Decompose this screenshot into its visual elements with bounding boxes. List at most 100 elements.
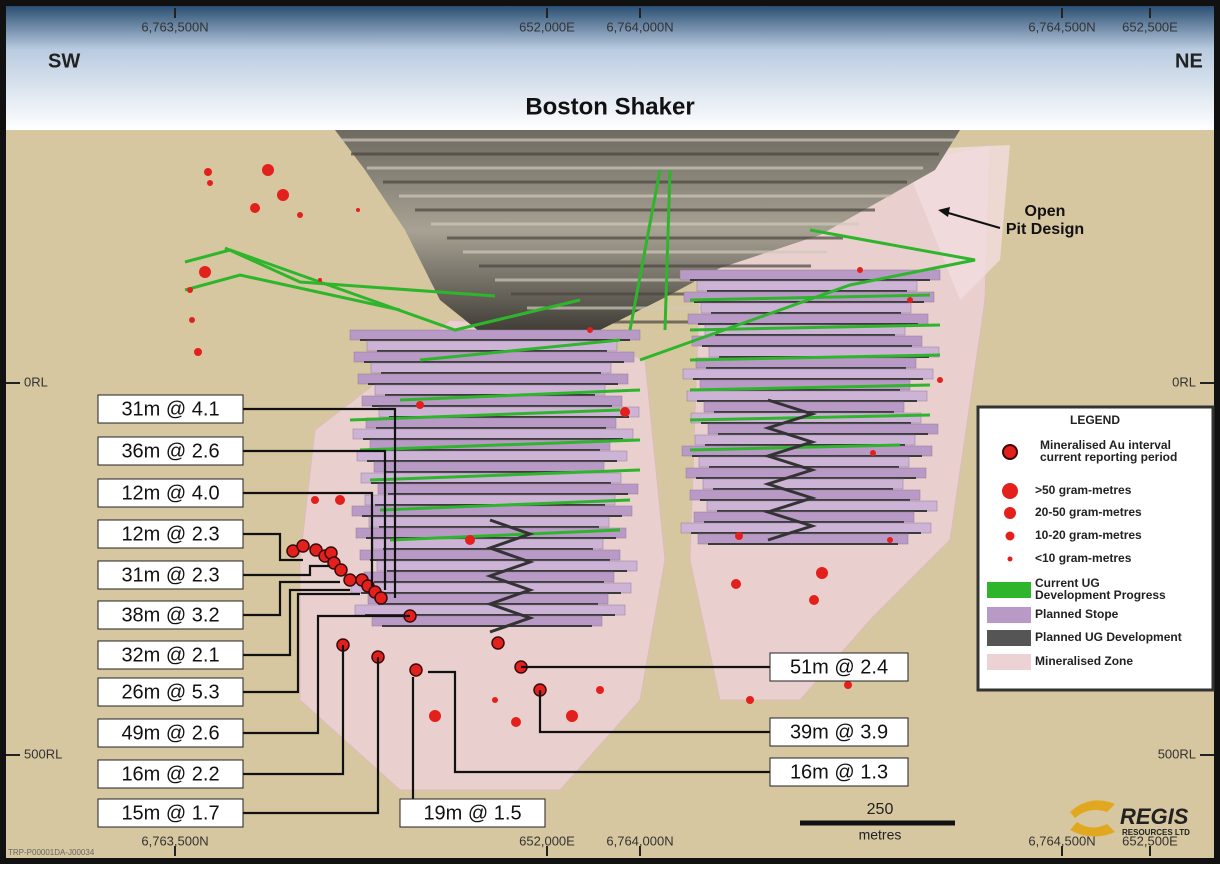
intercept-dot bbox=[311, 496, 319, 504]
annotation: Pit Design bbox=[1006, 221, 1084, 238]
planned-stope bbox=[378, 484, 638, 494]
legend-title: LEGEND bbox=[1070, 413, 1120, 427]
legend-symbol bbox=[987, 582, 1031, 598]
intercept-label: 19m @ 1.5 bbox=[423, 802, 521, 824]
coord-label: 6,763,500N bbox=[141, 19, 208, 34]
intercept-dot bbox=[844, 681, 852, 689]
logo-name: REGIS bbox=[1120, 804, 1189, 829]
planned-stope bbox=[374, 462, 604, 472]
intercept-dot bbox=[816, 567, 828, 579]
intercept-dot bbox=[735, 532, 743, 540]
legend-symbol bbox=[987, 654, 1031, 670]
intercept-dot bbox=[250, 203, 260, 213]
intercept-dot bbox=[511, 717, 521, 727]
planned-stope bbox=[369, 517, 609, 527]
intercept-label: 38m @ 3.2 bbox=[121, 604, 219, 626]
planned-stope bbox=[703, 479, 903, 489]
coord-label: 6,763,500N bbox=[141, 833, 208, 848]
intercept-dot bbox=[429, 710, 441, 722]
intercept-label: 12m @ 2.3 bbox=[121, 523, 219, 545]
planned-stope bbox=[692, 336, 922, 346]
planned-stope bbox=[698, 534, 908, 544]
intercept-dot bbox=[465, 535, 475, 545]
intercept-label: 36m @ 2.6 bbox=[121, 440, 219, 462]
planned-stope bbox=[683, 369, 933, 379]
intercept-dot bbox=[335, 495, 345, 505]
intercept-dot bbox=[596, 686, 604, 694]
planned-stope bbox=[708, 424, 938, 434]
planned-stope bbox=[357, 451, 627, 461]
rl-label: 0RL bbox=[1172, 374, 1196, 389]
legend-symbol bbox=[987, 630, 1031, 646]
legend-label: current reporting period bbox=[1040, 450, 1177, 464]
planned-stope bbox=[355, 605, 625, 615]
intercept-dot bbox=[887, 537, 893, 543]
intercept-dot bbox=[318, 278, 322, 282]
coord-label: 6,764,500N bbox=[1028, 19, 1095, 34]
planned-stope bbox=[688, 314, 928, 324]
intercept-dot bbox=[731, 579, 741, 589]
intercept-label: 39m @ 3.9 bbox=[790, 721, 888, 743]
legend-symbol bbox=[1006, 532, 1015, 541]
planned-stope bbox=[699, 457, 909, 467]
intercept-dot bbox=[262, 164, 274, 176]
scale-value: 250 bbox=[867, 801, 894, 818]
legend-symbol bbox=[1003, 445, 1017, 459]
intercept-dot bbox=[809, 595, 819, 605]
legend-label: <10 gram-metres bbox=[1035, 551, 1132, 565]
intercept-dot bbox=[857, 267, 863, 273]
current-intercept bbox=[297, 540, 309, 552]
current-intercept bbox=[344, 574, 356, 586]
planned-stope bbox=[697, 281, 917, 291]
planned-stope bbox=[371, 363, 611, 373]
legend-symbol bbox=[1008, 557, 1013, 562]
intercept-dot bbox=[907, 297, 913, 303]
legend-label: Mineralised Zone bbox=[1035, 654, 1133, 668]
planned-stope bbox=[358, 374, 628, 384]
planned-stope bbox=[687, 391, 927, 401]
intercept-dot bbox=[746, 696, 754, 704]
intercept-dot bbox=[587, 327, 593, 333]
planned-stope bbox=[368, 594, 608, 604]
intercept-dot bbox=[189, 317, 195, 323]
coord-label: 652,000E bbox=[519, 19, 575, 34]
intercept-dot bbox=[199, 266, 211, 278]
legend-label: Development Progress bbox=[1035, 588, 1166, 602]
intercept-dot bbox=[566, 710, 578, 722]
intercept-label: 12m @ 4.0 bbox=[121, 482, 219, 504]
intercept-dot bbox=[204, 168, 212, 176]
intercept-dot bbox=[277, 189, 289, 201]
current-intercept bbox=[375, 592, 387, 604]
intercept-label: 26m @ 5.3 bbox=[121, 681, 219, 703]
direction: SW bbox=[48, 50, 80, 72]
planned-stope bbox=[707, 501, 937, 511]
intercept-label: 49m @ 2.6 bbox=[121, 722, 219, 744]
planned-stope bbox=[351, 583, 631, 593]
rl-label: 500RL bbox=[1158, 746, 1196, 761]
drawing-id: TRP-P00001DA-J00034 bbox=[8, 848, 95, 857]
current-intercept bbox=[410, 664, 422, 676]
intercept-dot bbox=[620, 407, 630, 417]
coord-label: 6,764,000N bbox=[606, 19, 673, 34]
intercept-dot bbox=[187, 287, 193, 293]
intercept-dot bbox=[492, 697, 498, 703]
legend-label: Planned Stope bbox=[1035, 607, 1119, 621]
logo-subtitle: RESOURCES LTD bbox=[1122, 828, 1190, 837]
intercept-label: 16m @ 1.3 bbox=[790, 761, 888, 783]
annotation: Open bbox=[1025, 203, 1066, 220]
rl-label: 0RL bbox=[24, 374, 48, 389]
rl-label: 500RL bbox=[24, 746, 62, 761]
intercept-dot bbox=[870, 450, 876, 456]
legend-symbol bbox=[987, 607, 1031, 623]
current-intercept bbox=[335, 564, 347, 576]
planned-stope bbox=[360, 550, 620, 560]
direction: NE bbox=[1175, 50, 1203, 72]
planned-stope bbox=[350, 330, 640, 340]
intercept-dot bbox=[356, 208, 360, 212]
current-intercept bbox=[492, 637, 504, 649]
scale-unit: metres bbox=[859, 827, 902, 843]
intercept-label: 31m @ 4.1 bbox=[121, 398, 219, 420]
intercept-dot bbox=[297, 212, 303, 218]
intercept-label: 32m @ 2.1 bbox=[121, 644, 219, 666]
legend-label: >50 gram-metres bbox=[1035, 483, 1132, 497]
